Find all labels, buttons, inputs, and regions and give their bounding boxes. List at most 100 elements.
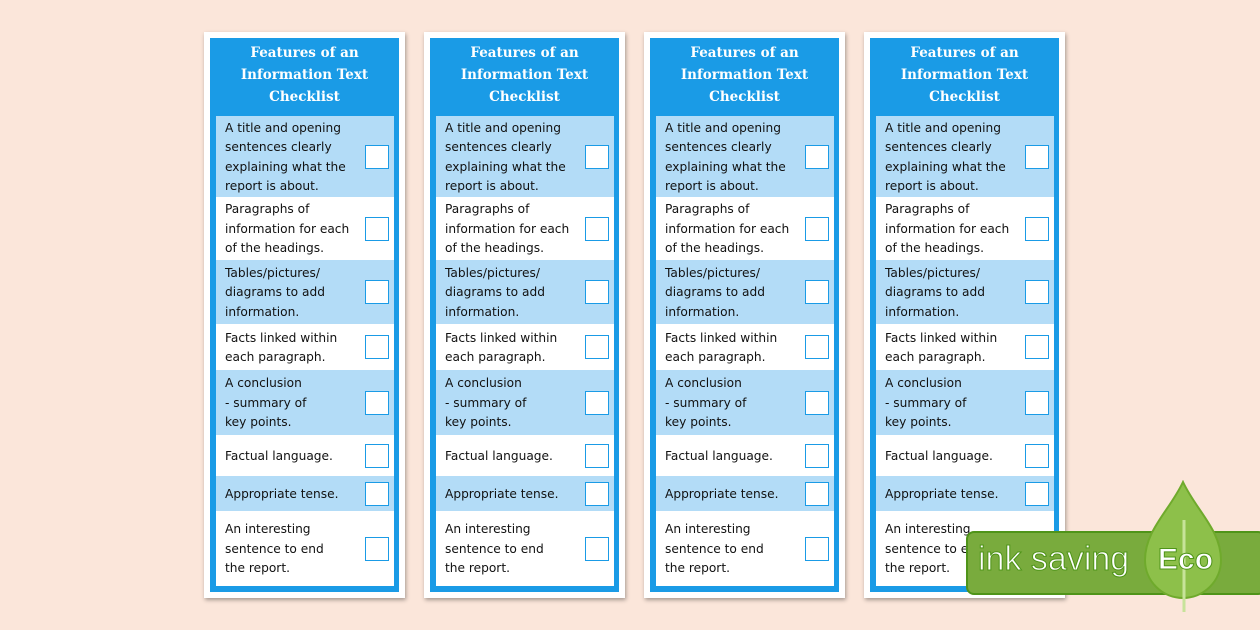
checklist-item: Factual language.	[216, 435, 394, 476]
item-text-line: Appropriate tense.	[885, 486, 999, 501]
item-text-line: information.	[665, 304, 740, 319]
item-text: Facts linked within each paragraph.	[225, 329, 337, 368]
item-text-line: sentences clearly	[665, 140, 772, 154]
item-text-line: of the headings.	[665, 241, 764, 256]
checkbox[interactable]	[365, 536, 389, 561]
checkbox[interactable]	[805, 481, 829, 506]
item-text-line: Facts linked within	[225, 330, 338, 345]
checkbox[interactable]	[585, 335, 609, 359]
item-text-line: key points.	[225, 415, 292, 430]
item-text-line: each paragraph.	[225, 350, 326, 364]
checkbox[interactable]	[365, 481, 389, 506]
item-text-line: information for each	[445, 221, 570, 236]
checkbox[interactable]	[365, 335, 389, 359]
checkbox[interactable]	[365, 216, 389, 241]
item-text: A title and opening sentences clearly expl…	[885, 119, 1006, 197]
title-line: Information Text	[900, 67, 1029, 83]
item-text: Appropriate tense.	[665, 485, 778, 505]
item-text-line: Tables/pictures/	[445, 265, 540, 280]
item-text-line: - summary of	[225, 395, 307, 410]
checkbox[interactable]	[805, 536, 829, 561]
checklist-item: Tables/pictures/diagrams to add informati…	[216, 260, 394, 324]
checklist-item: Appropriate tense.	[216, 476, 394, 511]
checkbox[interactable]	[1025, 144, 1049, 169]
item-text-line: of the headings.	[885, 241, 984, 256]
title-line: Features of an	[250, 45, 359, 61]
checklist-item: Tables/pictures/diagrams to add informati…	[876, 260, 1054, 324]
checkbox[interactable]	[585, 280, 609, 304]
item-text-line: information.	[225, 304, 300, 319]
item-text: An interesting sentence to end the report.	[445, 520, 544, 579]
item-text-line: An interesting	[445, 522, 531, 537]
checkbox[interactable]	[585, 481, 609, 506]
checklist-item: Facts linked within each paragraph.	[876, 324, 1054, 370]
checkbox[interactable]	[585, 443, 609, 468]
item-text: A title and opening sentences clearly expl…	[225, 119, 346, 197]
item-text-line: the report.	[225, 561, 290, 576]
checkbox[interactable]	[1025, 335, 1049, 359]
item-text-line: Appropriate tense.	[445, 486, 559, 501]
checklist-title: Features of an Information Text Checklist	[430, 38, 619, 115]
checklist-items: A title and opening sentences clearly expl…	[216, 116, 394, 586]
item-text-line: diagrams to add	[885, 285, 985, 300]
checklist-title: Features of an Information Text Checklist	[870, 38, 1059, 115]
item-text: Appropriate tense.	[225, 485, 338, 505]
item-text: A conclusion - summary of key points.	[665, 374, 746, 433]
checkbox[interactable]	[365, 144, 389, 169]
checklist-item: A conclusion - summary of key points.	[656, 370, 834, 435]
eco-label: Eco	[1157, 543, 1214, 577]
item-text-line: Facts linked within	[665, 330, 778, 345]
checkbox[interactable]	[1025, 443, 1049, 468]
item-text-line: information.	[445, 304, 520, 319]
checkbox[interactable]	[1025, 481, 1049, 506]
checklist-item: Facts linked within each paragraph.	[656, 324, 834, 370]
checkbox[interactable]	[365, 280, 389, 304]
checklist-item: Tables/pictures/diagrams to add informati…	[436, 260, 614, 324]
item-text: Paragraphs of information for each of the …	[885, 200, 1009, 259]
item-text-line: diagrams to add	[445, 285, 545, 300]
item-text-line: A conclusion	[445, 376, 522, 391]
checklist-item: Appropriate tense.	[656, 476, 834, 511]
checklist-items: A title and opening sentences clearly expl…	[876, 116, 1054, 586]
item-text: A title and opening sentences clearly expl…	[445, 119, 566, 197]
item-text-line: Appropriate tense.	[225, 486, 339, 501]
item-text-line: information for each	[665, 221, 790, 236]
checklist-item: Factual language.	[656, 435, 834, 476]
item-text: Paragraphs of information for each of the …	[665, 200, 789, 259]
checkbox[interactable]	[805, 335, 829, 359]
item-text-line: report is about.	[445, 179, 539, 193]
checkbox[interactable]	[805, 280, 829, 304]
checkbox[interactable]	[805, 216, 829, 241]
item-text-line: - summary of	[445, 395, 527, 410]
item-text: Appropriate tense.	[445, 485, 558, 505]
checklist-item: Facts linked within each paragraph.	[216, 324, 394, 370]
item-text-line: explaining what the	[665, 159, 786, 174]
checkbox[interactable]	[805, 443, 829, 468]
item-text-line: diagrams to add	[225, 285, 325, 300]
item-text-line: A title and opening	[885, 120, 1001, 135]
item-text: A conclusion - summary of key points.	[445, 374, 526, 433]
item-text: Tables/pictures/diagrams to add informati…	[665, 264, 765, 323]
checkbox[interactable]	[1025, 390, 1049, 415]
checkbox[interactable]	[585, 216, 609, 241]
title-line: Information Text	[680, 67, 809, 83]
checkbox[interactable]	[805, 390, 829, 415]
checkbox[interactable]	[365, 390, 389, 415]
item-text-line: the report.	[665, 561, 730, 576]
checkbox[interactable]	[1025, 280, 1049, 304]
title-line: Checklist	[709, 89, 780, 105]
checkbox[interactable]	[1025, 216, 1049, 241]
item-text-line: the report.	[885, 561, 950, 576]
checkbox[interactable]	[585, 144, 609, 169]
checkbox[interactable]	[805, 144, 829, 169]
checkbox[interactable]	[585, 390, 609, 415]
item-text: A conclusion - summary of key points.	[225, 374, 306, 433]
checkbox[interactable]	[365, 443, 389, 468]
checklist-item: A conclusion - summary of key points.	[216, 370, 394, 435]
item-text: Appropriate tense.	[885, 485, 998, 505]
title-line: Information Text	[460, 67, 589, 83]
item-text: Factual language.	[445, 447, 553, 467]
title-line: Features of an	[690, 45, 799, 61]
item-text-line: Tables/pictures/	[225, 265, 320, 280]
checkbox[interactable]	[585, 536, 609, 561]
